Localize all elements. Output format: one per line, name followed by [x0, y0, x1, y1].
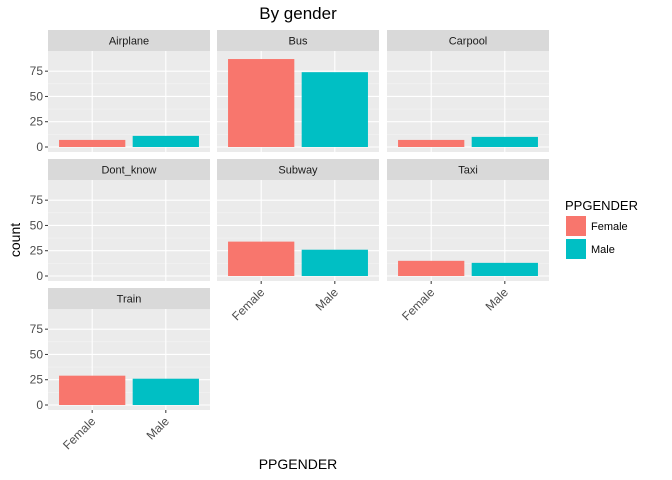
y-tick-label: 25	[30, 115, 44, 129]
facet-taxi: Taxi Female Male	[387, 159, 549, 323]
facet-train: Train 0 25 50 75 Female Male	[30, 288, 210, 452]
panel-background	[387, 51, 549, 152]
legend: PPGENDER Female Male	[565, 198, 638, 259]
y-tick-label: 75	[30, 64, 44, 78]
x-tick-label-female: Female	[60, 414, 98, 452]
facet-strip	[48, 30, 210, 51]
facet-strip	[217, 159, 379, 180]
y-tick-label: 0	[36, 140, 43, 154]
bar-bus-male	[301, 72, 368, 147]
legend-label-female: Female	[591, 221, 628, 233]
x-tick-label-female: Female	[229, 285, 267, 323]
bar-taxi-male	[471, 262, 538, 276]
bar-train-female	[59, 375, 126, 405]
bar-bus-female	[228, 59, 295, 147]
x-tick-label-male: Male	[313, 285, 342, 314]
y-tick-label: 75	[30, 193, 44, 207]
y-tick-label: 0	[36, 398, 43, 412]
panel-background	[48, 180, 210, 281]
bar-taxi-female	[398, 260, 465, 276]
bar-train-male	[132, 378, 199, 405]
facet-strip	[217, 30, 379, 51]
facet-strip	[387, 159, 549, 180]
bar-subway-male	[301, 249, 368, 276]
facet-subway: Subway Female Male	[217, 159, 379, 323]
facet-strip	[387, 30, 549, 51]
y-tick-label: 25	[30, 373, 44, 387]
facet-strip-label: Airplane	[109, 36, 149, 48]
y-tick-label: 50	[30, 347, 44, 361]
bar-carpool-male	[471, 136, 538, 147]
chart-title: By gender	[259, 4, 337, 23]
facet-strip	[48, 159, 210, 180]
x-tick-label-female: Female	[399, 285, 437, 323]
x-tick-label-male: Male	[483, 285, 512, 314]
bar-airplane-female	[59, 139, 126, 147]
x-axis-title: PPGENDER	[259, 456, 338, 472]
facet-panels: Airplane 0 25 50 75 Bus Carpool Dont_know 0 25 50 7…	[30, 30, 549, 452]
legend-key-male	[566, 239, 586, 259]
y-tick-label: 25	[30, 244, 44, 258]
facet-strip-label: Dont_know	[101, 165, 156, 177]
y-tick-label: 50	[30, 218, 44, 232]
panel-background	[48, 51, 210, 152]
y-tick-label: 0	[36, 269, 43, 283]
y-axis-title: count	[7, 223, 23, 257]
facet-strip-label: Bus	[289, 36, 308, 48]
x-tick-label-male: Male	[144, 414, 173, 443]
legend-label-male: Male	[591, 244, 615, 256]
bar-subway-female	[228, 241, 295, 276]
y-tick-label: 50	[30, 89, 44, 103]
facet-carpool: Carpool	[387, 30, 549, 152]
facet-strip-label: Train	[117, 294, 142, 306]
bar-airplane-male	[132, 135, 199, 147]
legend-title: PPGENDER	[565, 198, 638, 213]
facet-strip-label: Taxi	[458, 165, 478, 177]
bar-carpool-female	[398, 139, 465, 147]
legend-key-female	[566, 216, 586, 236]
facet-airplane: Airplane 0 25 50 75	[30, 30, 210, 154]
facet-bus: Bus	[217, 30, 379, 152]
facet-dont-know: Dont_know 0 25 50 75	[30, 159, 210, 283]
y-tick-label: 75	[30, 322, 44, 336]
facet-strip	[48, 288, 210, 309]
facet-strip-label: Subway	[278, 165, 318, 177]
facet-strip-label: Carpool	[449, 36, 488, 48]
